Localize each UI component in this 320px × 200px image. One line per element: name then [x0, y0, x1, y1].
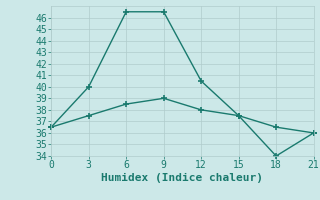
- X-axis label: Humidex (Indice chaleur): Humidex (Indice chaleur): [101, 173, 263, 183]
